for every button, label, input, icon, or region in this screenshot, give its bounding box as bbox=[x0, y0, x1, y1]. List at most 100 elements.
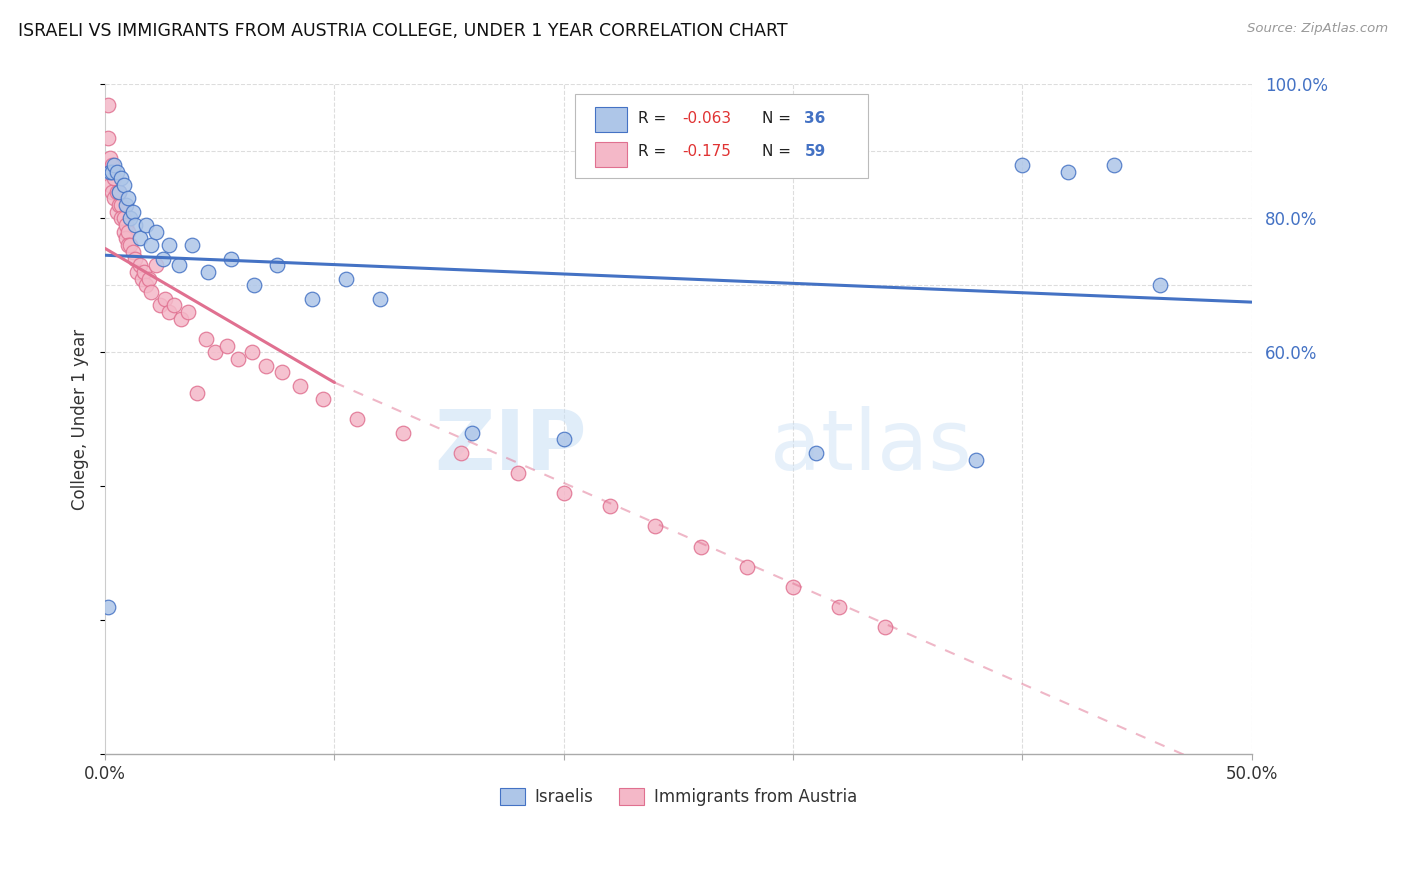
Point bbox=[108, 185, 131, 199]
Point bbox=[1057, 164, 1080, 178]
Point bbox=[1149, 278, 1171, 293]
Text: ISRAELI VS IMMIGRANTS FROM AUSTRIA COLLEGE, UNDER 1 YEAR CORRELATION CHART: ISRAELI VS IMMIGRANTS FROM AUSTRIA COLLE… bbox=[18, 22, 787, 40]
Point bbox=[204, 345, 226, 359]
Point bbox=[240, 345, 263, 359]
Point bbox=[139, 285, 162, 299]
FancyBboxPatch shape bbox=[575, 95, 868, 178]
Point bbox=[243, 278, 266, 293]
Point bbox=[135, 278, 157, 293]
Point bbox=[215, 339, 238, 353]
Point bbox=[288, 379, 311, 393]
Text: N =: N = bbox=[762, 145, 796, 160]
Point bbox=[254, 359, 277, 373]
Point bbox=[804, 446, 827, 460]
Point bbox=[112, 211, 135, 226]
Point bbox=[120, 211, 142, 226]
Point bbox=[153, 292, 176, 306]
Point bbox=[157, 305, 180, 319]
Point bbox=[121, 244, 143, 259]
Point bbox=[131, 271, 153, 285]
Point bbox=[105, 164, 128, 178]
Point bbox=[105, 204, 128, 219]
Point bbox=[167, 258, 190, 272]
Point bbox=[145, 225, 167, 239]
Point bbox=[101, 164, 124, 178]
Point bbox=[103, 158, 125, 172]
Point bbox=[690, 540, 713, 554]
Point bbox=[110, 171, 132, 186]
Point bbox=[553, 433, 575, 447]
Point bbox=[266, 258, 288, 272]
Text: ZIP: ZIP bbox=[434, 406, 586, 487]
Point bbox=[177, 305, 200, 319]
Point bbox=[115, 231, 138, 245]
Text: R =: R = bbox=[638, 112, 672, 126]
Point bbox=[186, 385, 208, 400]
FancyBboxPatch shape bbox=[595, 107, 627, 133]
Point bbox=[149, 298, 172, 312]
Point bbox=[98, 178, 121, 192]
Point bbox=[117, 225, 139, 239]
Point bbox=[1011, 158, 1033, 172]
Text: -0.175: -0.175 bbox=[682, 145, 731, 160]
Text: -0.063: -0.063 bbox=[682, 112, 731, 126]
Point bbox=[461, 425, 484, 440]
Text: N =: N = bbox=[762, 112, 796, 126]
Point bbox=[873, 620, 896, 634]
Point bbox=[270, 366, 292, 380]
Point bbox=[96, 97, 118, 112]
Point bbox=[301, 292, 323, 306]
Point bbox=[112, 178, 135, 192]
Point bbox=[124, 252, 146, 266]
Point bbox=[735, 559, 758, 574]
Point bbox=[135, 218, 157, 232]
Point bbox=[128, 231, 150, 245]
Point bbox=[163, 298, 186, 312]
FancyBboxPatch shape bbox=[595, 142, 627, 167]
Point bbox=[138, 271, 160, 285]
Point bbox=[157, 238, 180, 252]
Point bbox=[145, 258, 167, 272]
Text: atlas: atlas bbox=[770, 406, 972, 487]
Text: 36: 36 bbox=[804, 112, 825, 126]
Point bbox=[197, 265, 219, 279]
Point bbox=[828, 599, 851, 614]
Point bbox=[115, 218, 138, 232]
Point bbox=[101, 185, 124, 199]
Point bbox=[110, 198, 132, 212]
Point bbox=[108, 198, 131, 212]
Point bbox=[599, 500, 621, 514]
Legend: Israelis, Immigrants from Austria: Israelis, Immigrants from Austria bbox=[494, 781, 863, 813]
Point bbox=[112, 225, 135, 239]
Point bbox=[221, 252, 243, 266]
Point bbox=[553, 486, 575, 500]
Point bbox=[103, 171, 125, 186]
Point bbox=[110, 211, 132, 226]
Point bbox=[117, 238, 139, 252]
Point bbox=[96, 599, 118, 614]
Point bbox=[1102, 158, 1125, 172]
Point bbox=[120, 238, 142, 252]
Point bbox=[181, 238, 204, 252]
Point bbox=[134, 265, 156, 279]
Point bbox=[108, 185, 131, 199]
Point bbox=[644, 519, 666, 533]
Point bbox=[346, 412, 368, 426]
Point bbox=[105, 185, 128, 199]
Point bbox=[121, 204, 143, 219]
Point bbox=[782, 580, 804, 594]
Point bbox=[96, 131, 118, 145]
Point bbox=[117, 191, 139, 205]
Point bbox=[392, 425, 415, 440]
Point bbox=[450, 446, 472, 460]
Point bbox=[170, 311, 193, 326]
Text: R =: R = bbox=[638, 145, 672, 160]
Point bbox=[335, 271, 357, 285]
Point bbox=[124, 218, 146, 232]
Point bbox=[98, 164, 121, 178]
Point bbox=[152, 252, 174, 266]
Point bbox=[226, 352, 249, 367]
Point bbox=[370, 292, 392, 306]
Point bbox=[312, 392, 335, 407]
Point bbox=[965, 452, 987, 467]
